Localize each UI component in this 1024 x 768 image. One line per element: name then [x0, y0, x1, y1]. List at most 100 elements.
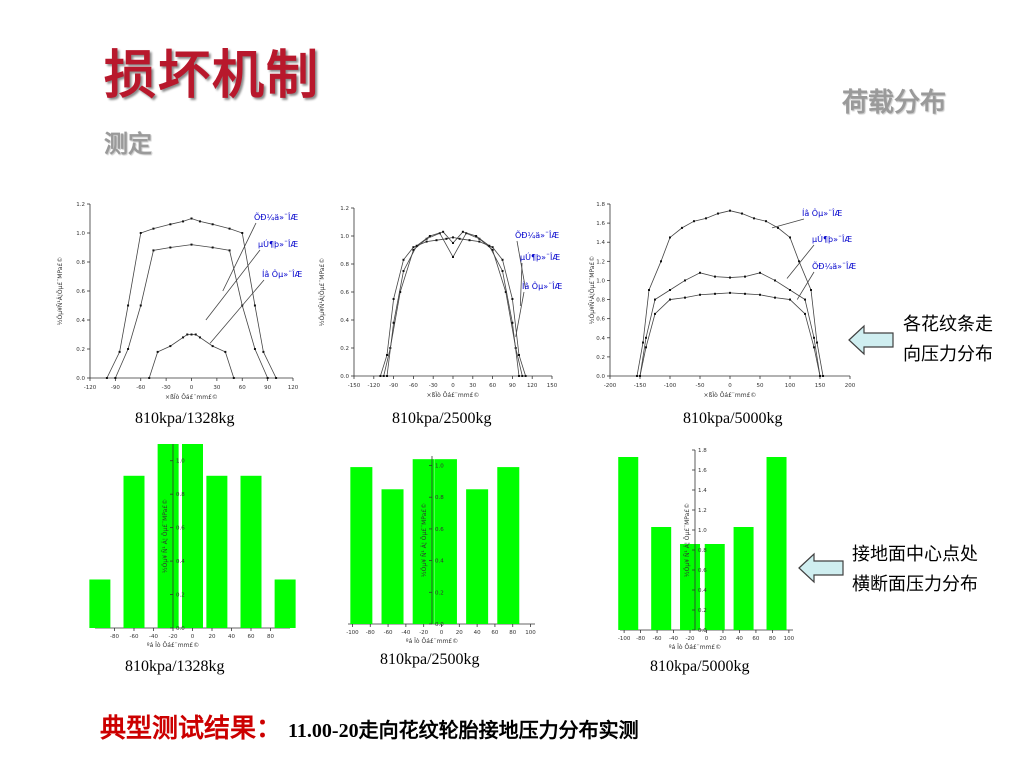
- data-point: [402, 258, 405, 261]
- data-point: [684, 279, 686, 282]
- y-tick-label: 1.8: [698, 448, 707, 454]
- bar-chart-5000kg: 0.0 0.2 0.4 0.6 0.8 1.0 1.2 1.4 1.6 1.8 -100 -80 -60…: [618, 448, 795, 651]
- data-point: [753, 217, 755, 220]
- y-tick-label: 1.6: [698, 468, 707, 474]
- x-tick-label: -40: [149, 634, 158, 640]
- footer-result: 典型测试结果： 11.00-20走向花纹轮胎接地压力分布实测: [100, 708, 639, 745]
- data-point: [524, 375, 527, 377]
- y-tick-label: 1.0: [698, 528, 707, 534]
- data-point: [452, 236, 454, 239]
- x-tick-label: -100: [346, 630, 359, 636]
- y-tick-label: 0.2: [176, 593, 185, 599]
- x-tick-label: -40: [669, 636, 678, 642]
- legend-leader: [209, 279, 265, 344]
- data-point: [156, 350, 159, 353]
- bar: [466, 489, 489, 624]
- x-tick-label: 60: [752, 636, 759, 642]
- x-tick-label: 0: [191, 634, 195, 640]
- x-tick-label: 90: [264, 385, 271, 391]
- x-tick-label: -120: [84, 385, 97, 391]
- legend-leader: [222, 222, 257, 292]
- subtitle-load-distribution: 荷载分布: [842, 88, 947, 118]
- x-tick-label: -60: [384, 630, 393, 636]
- x-tick-label: 200: [845, 383, 856, 389]
- x-tick-label: 80: [267, 634, 274, 640]
- note-line: 横断面压力分布: [852, 574, 978, 595]
- line-chart-5000kg: 0.0 0.2 0.4 0.6 0.8 1.0 1.2 1.4 1.6 1.8 -200 -150 -1…: [589, 202, 856, 399]
- y-tick-label: 1.0: [76, 231, 85, 237]
- legend-label: Íâ Ôµ»¨ÎÆ: [522, 280, 562, 291]
- x-tick-label: 40: [736, 636, 743, 642]
- y-tick-label: 0.6: [435, 527, 444, 533]
- legend-leader: [771, 218, 805, 229]
- x-tick-label: 30: [213, 385, 220, 391]
- x-tick-label: -90: [389, 383, 398, 389]
- y-tick-label: 1.2: [340, 206, 349, 212]
- data-point: [642, 341, 644, 344]
- data-point: [127, 304, 130, 307]
- data-point: [798, 260, 800, 263]
- legend-leader: [205, 249, 261, 321]
- note-line: 向压力分布: [903, 344, 993, 365]
- x-axis-label: ×ßÏò Ôá£¨mm£©: [427, 392, 480, 399]
- data-point: [241, 232, 244, 234]
- y-axis-label: ½Óµ¥Ñ¹Á¦Öµ£¨MPa£©: [589, 256, 596, 325]
- y-tick-label: 0.8: [435, 495, 444, 501]
- x-tick-label: -100: [618, 636, 631, 642]
- legend-label: ÕÐ¼ä»¨ÎÆ: [254, 211, 298, 222]
- data-point: [681, 226, 683, 229]
- data-point: [744, 292, 746, 295]
- x-axis-label: ×ßÏò Ôá£¨mm£©: [704, 392, 757, 399]
- x-tick-label: 100: [525, 630, 536, 636]
- data-point: [491, 246, 494, 249]
- y-tick-label: 0.8: [596, 298, 605, 304]
- legend-leader: [515, 291, 525, 337]
- chart-caption: 810kpa/5000kg: [650, 658, 750, 675]
- data-point: [224, 350, 227, 353]
- y-tick-label: 1.2: [698, 508, 707, 514]
- data-point: [774, 279, 776, 282]
- chart-caption: 810kpa/2500kg: [380, 651, 480, 668]
- data-point: [511, 321, 514, 324]
- line-chart-2500kg: 0.0 0.2 0.4 0.6 0.8 1.0 1.2 -150 -120 -90 -60 -30 0 3…: [319, 206, 562, 399]
- data-point: [412, 246, 415, 249]
- x-tick-label: -60: [653, 636, 662, 642]
- data-point: [253, 348, 256, 350]
- chart-caption: 810kpa/2500kg: [392, 410, 492, 427]
- x-tick-label: -80: [110, 634, 119, 640]
- y-tick-label: 0.0: [176, 626, 185, 632]
- bar: [412, 459, 435, 624]
- data-point: [660, 260, 662, 263]
- y-tick-label: 0.4: [596, 336, 605, 342]
- data-point: [717, 212, 719, 215]
- bar: [182, 444, 203, 628]
- y-tick-label: 0.2: [340, 346, 349, 352]
- data-point: [379, 375, 382, 377]
- data-point: [822, 375, 824, 377]
- data-point: [645, 336, 647, 339]
- y-tick-label: 0.6: [340, 290, 349, 296]
- data-point: [468, 239, 471, 242]
- data-point: [262, 350, 265, 353]
- x-tick-label: -60: [130, 634, 139, 640]
- x-tick-label: 60: [491, 630, 498, 636]
- data-point: [819, 375, 821, 377]
- y-axis-label: ½Óµ¥Ñ¹Á¦Öµ£¨MPa£©: [57, 257, 64, 326]
- data-point: [194, 333, 197, 336]
- data-point: [501, 258, 504, 261]
- data-point: [813, 346, 815, 349]
- y-tick-label: 0.2: [76, 347, 85, 353]
- data-point: [714, 275, 716, 278]
- data-point: [198, 220, 201, 223]
- y-tick-label: 0.2: [698, 608, 707, 614]
- series-line: [639, 292, 821, 377]
- chart-caption: 810kpa/1328kg: [125, 658, 225, 675]
- data-point: [789, 289, 791, 291]
- y-tick-label: 0.0: [435, 622, 444, 628]
- y-axis-label: ½Óµ¥ Ñ¹ Á¦ Öµ£¨MPa£©: [421, 503, 428, 577]
- y-axis-label: ½Óµ¥Ñ¹Á¦Öµ£¨MPa£©: [319, 258, 326, 327]
- y-tick-label: 0.8: [76, 260, 85, 266]
- y-tick-label: 0.0: [596, 374, 605, 380]
- data-point: [654, 312, 656, 315]
- data-point: [639, 375, 641, 377]
